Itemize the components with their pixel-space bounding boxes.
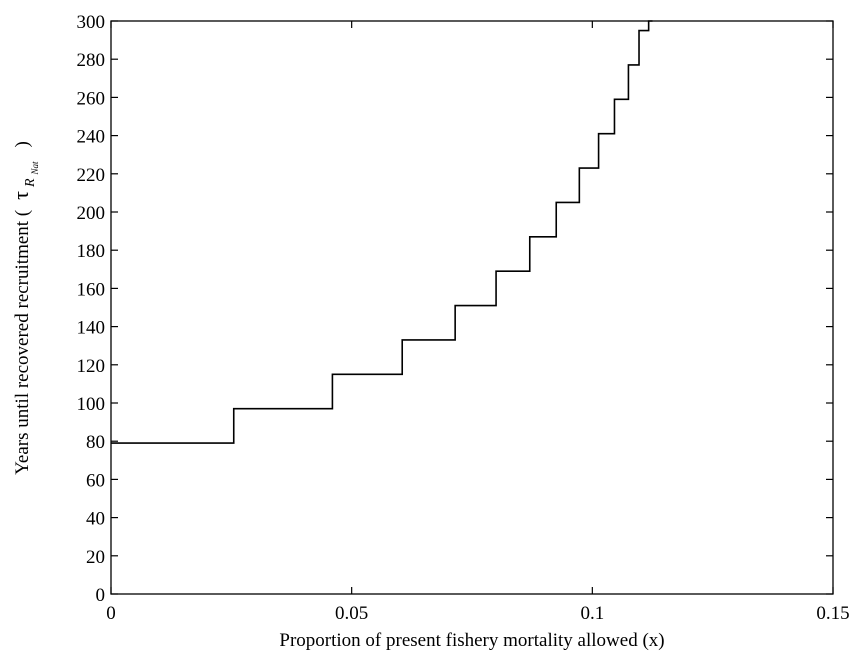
- y-tick-label: 220: [77, 165, 106, 186]
- y-tick-label: 300: [77, 12, 106, 33]
- y-axis-label-symbol: τ: [8, 191, 33, 200]
- y-axis-label-text: Years until recovered recruitment (: [12, 210, 33, 475]
- x-tick-label: 0.15: [816, 603, 849, 624]
- axis-ticks: [110, 20, 834, 595]
- y-tick-label: 40: [86, 509, 105, 530]
- y-tick-label: 280: [77, 50, 106, 71]
- x-tick-label: 0.1: [580, 603, 604, 624]
- y-tick-label: 140: [77, 318, 106, 339]
- y-tick-labels: 0 20 40 60 80 100 120 140 160 180 200 220 240 260 280 3…: [77, 12, 106, 606]
- y-tick-label: 240: [77, 127, 106, 148]
- y-axis-label-subscript: R: [23, 178, 38, 188]
- y-tick-label: 200: [77, 203, 106, 224]
- svg-text:Years until recovered recruitm: Years until recovered recruitment ( τ R …: [8, 141, 42, 475]
- y-tick-label: 180: [77, 241, 106, 262]
- x-axis-label: Proportion of present fishery mortality …: [279, 630, 664, 651]
- x-tick-labels: 0 0.05 0.1 0.15: [106, 603, 849, 624]
- y-tick-label: 100: [77, 394, 106, 415]
- y-tick-label: 0: [96, 585, 106, 606]
- y-tick-label: 260: [77, 88, 106, 109]
- y-axis-label-subsubscript: Nat: [30, 161, 40, 176]
- x-tick-label: 0.05: [335, 603, 368, 624]
- y-tick-label: 60: [86, 470, 105, 491]
- series-line: [111, 20, 653, 444]
- y-tick-label: 20: [86, 547, 105, 568]
- plot-area-frame: [110, 20, 834, 595]
- y-tick-label: 120: [77, 356, 106, 377]
- y-tick-label: 80: [86, 432, 105, 453]
- x-tick-label: 0: [106, 603, 116, 624]
- y-tick-label: 160: [77, 279, 106, 300]
- y-axis-label: Years until recovered recruitment ( τ R …: [8, 141, 42, 475]
- y-axis-label-close: ): [12, 141, 33, 147]
